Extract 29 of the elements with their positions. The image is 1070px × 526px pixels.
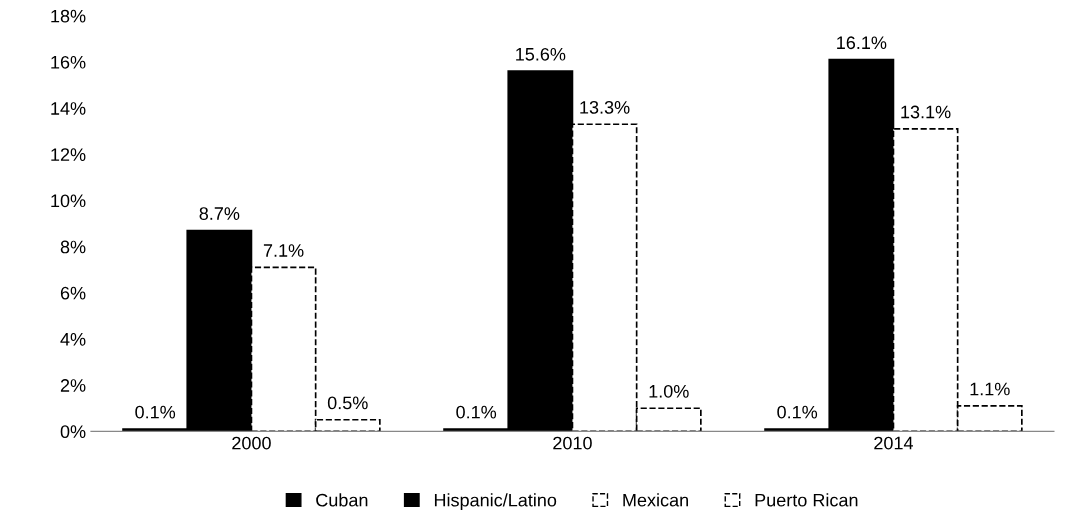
data-label: 0.1% [135,405,176,419]
x-tick-label: 2014 [874,436,914,450]
data-label: 1.1% [970,382,1010,396]
data-label: 13.3% [580,100,630,114]
y-tick-label: 0% [60,425,86,439]
y-tick-label: 14% [51,102,86,115]
data-label: 0.5% [327,396,368,410]
y-tick-label: 6% [60,286,86,300]
data-label: 13.1% [901,105,951,119]
legend-label: Hispanic/Latino [434,493,557,511]
y-tick-label: 4% [60,332,86,346]
data-label: 15.6% [516,47,566,61]
y-tick-label: 10% [51,194,86,208]
data-label: 16.1% [837,36,887,50]
y-tick-label: 12% [51,148,86,161]
data-label: 0.1% [777,405,818,419]
data-label: 8.7% [199,207,240,220]
y-tick-label: 8% [60,240,86,254]
y-tick-label: 16% [51,55,86,69]
y-tick-label: 18% [51,9,86,23]
legend-label: Mexican [623,493,688,507]
data-label: 7.1% [263,244,304,257]
legend-label: Puerto Rican [755,493,858,507]
data-label: 0.1% [456,405,497,419]
data-label: 1.0% [649,384,689,398]
x-tick-label: 2000 [232,436,271,450]
legend-label: Cuban [316,493,368,507]
y-tick-label: 2% [60,379,86,392]
x-tick-label: 2010 [553,436,592,450]
